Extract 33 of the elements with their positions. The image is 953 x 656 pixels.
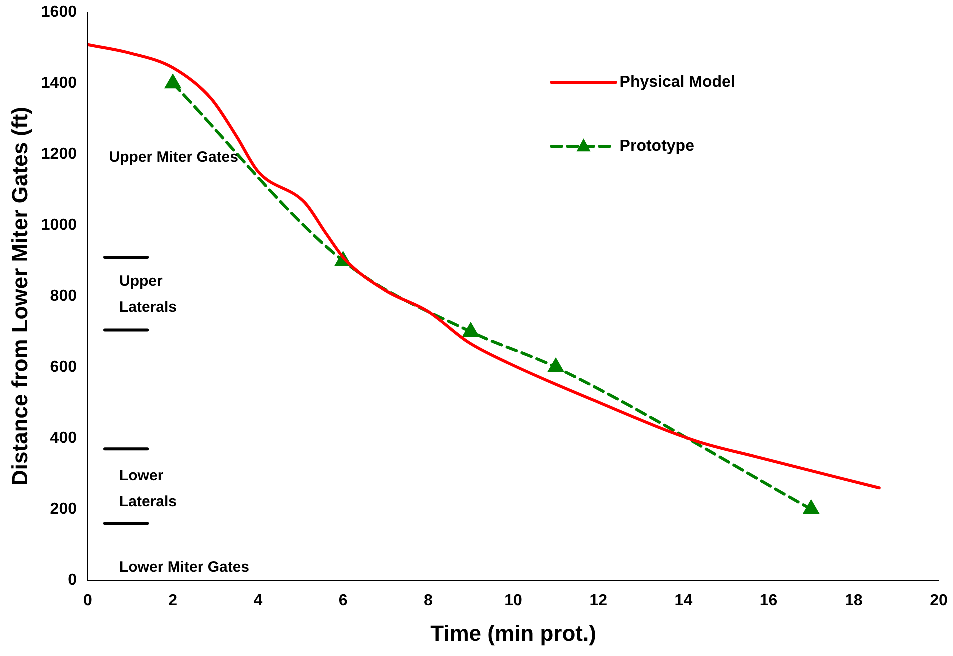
x-axis-title: Time (min prot.) <box>430 620 596 646</box>
y-tick-label: 600 <box>50 358 78 376</box>
point <box>548 358 564 372</box>
y-tick-label: 400 <box>50 430 78 447</box>
legend-label: Prototype <box>620 138 695 156</box>
point <box>463 323 479 337</box>
x-tick-label: 12 <box>590 592 608 610</box>
y-tick-label: 1400 <box>41 74 78 92</box>
x-tick-label: 10 <box>504 592 522 610</box>
x-tick-label: 20 <box>930 592 948 610</box>
x-tick-label: 6 <box>338 592 348 610</box>
x-tick-label: 8 <box>424 592 433 610</box>
y-axis-title: Distance from Lower Miter Gates (ft) <box>7 107 32 486</box>
annotation: Upper Miter Gates <box>109 149 238 166</box>
y-tick-label: 1600 <box>41 4 78 22</box>
y-tick-label: 1000 <box>41 216 78 234</box>
legend-label: Physical Model <box>620 74 736 92</box>
x-tick-label: 2 <box>168 592 178 610</box>
x-tick-label: 14 <box>674 592 693 610</box>
annotation: Upper Laterals <box>119 272 178 316</box>
x-tick-label: 4 <box>254 592 263 610</box>
y-tick-label: 0 <box>68 572 78 589</box>
point <box>804 500 819 514</box>
point <box>166 75 181 89</box>
x-tick-label: 18 <box>845 592 863 610</box>
annotation: Lower Laterals <box>119 468 178 511</box>
x-tick-label: 16 <box>760 592 778 610</box>
y-tick-label: 1200 <box>41 146 78 163</box>
x-tick-label: 0 <box>84 592 93 610</box>
annotation: Lower Miter Gates <box>119 559 250 576</box>
y-tick-label: 800 <box>50 288 78 305</box>
line-series <box>88 43 881 490</box>
y-tick-label: 200 <box>50 500 78 518</box>
